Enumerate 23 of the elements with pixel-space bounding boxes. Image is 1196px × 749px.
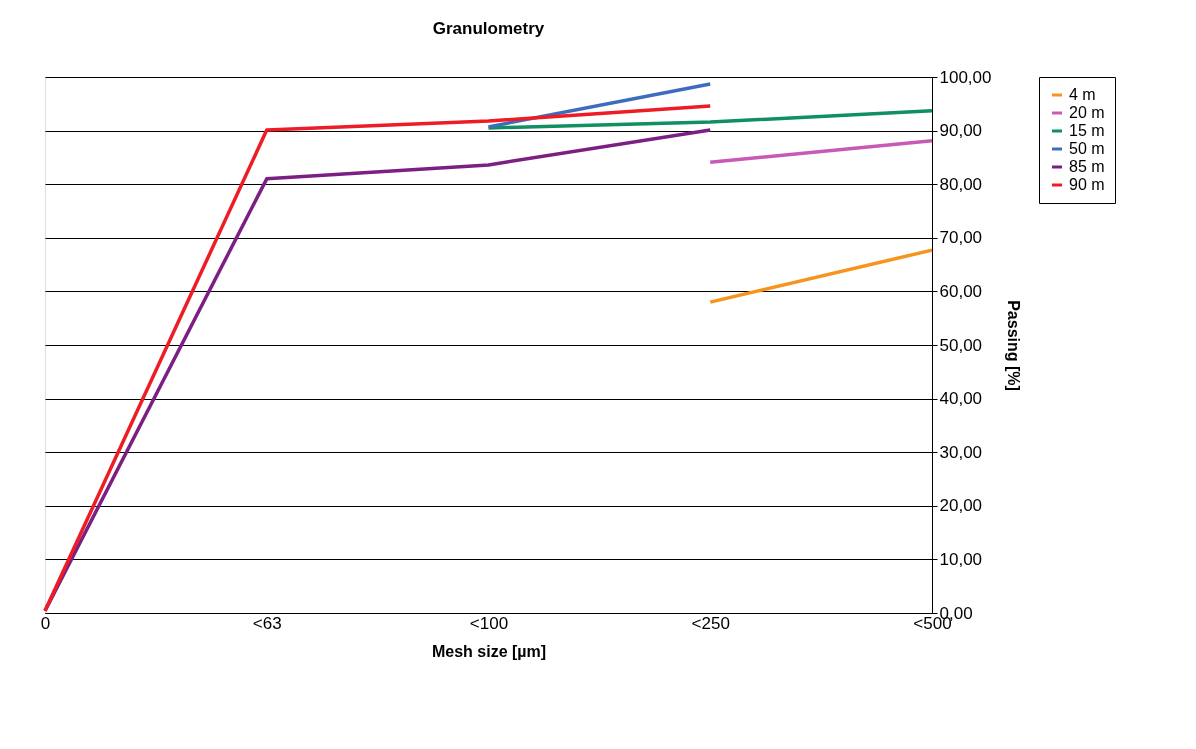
legend-label: 85 m <box>1069 158 1105 175</box>
x-tick-label: <250 <box>691 613 730 633</box>
x-tick-label: <100 <box>469 613 509 633</box>
legend-label: 4 m <box>1069 86 1096 103</box>
y-tick-label: 100,00 <box>939 67 992 87</box>
legend-label: 20 m <box>1069 104 1105 121</box>
y-tick-label: 50,00 <box>939 335 983 355</box>
y-tick-label: 20,00 <box>939 496 983 516</box>
chart-title: Granulometry <box>432 19 545 38</box>
y-tick-label: 70,00 <box>939 228 983 248</box>
x-tick-label: <63 <box>252 613 282 633</box>
legend-label: 15 m <box>1069 122 1105 139</box>
y-tick-label: 90,00 <box>939 121 983 141</box>
y-tick-label: 40,00 <box>939 389 983 409</box>
y-tick-label: 60,00 <box>939 281 983 301</box>
x-tick-label: 0 <box>40 613 51 633</box>
legend-label: 50 m <box>1069 140 1105 157</box>
x-axis-title: Mesh size [µm] <box>431 642 547 660</box>
y-tick-label: 80,00 <box>939 174 983 194</box>
y-axis-title: Passing [%] <box>1005 300 1023 391</box>
y-tick-label: 30,00 <box>939 442 983 462</box>
y-tick-label: 10,00 <box>939 549 983 569</box>
legend-label: 90 m <box>1069 176 1105 193</box>
